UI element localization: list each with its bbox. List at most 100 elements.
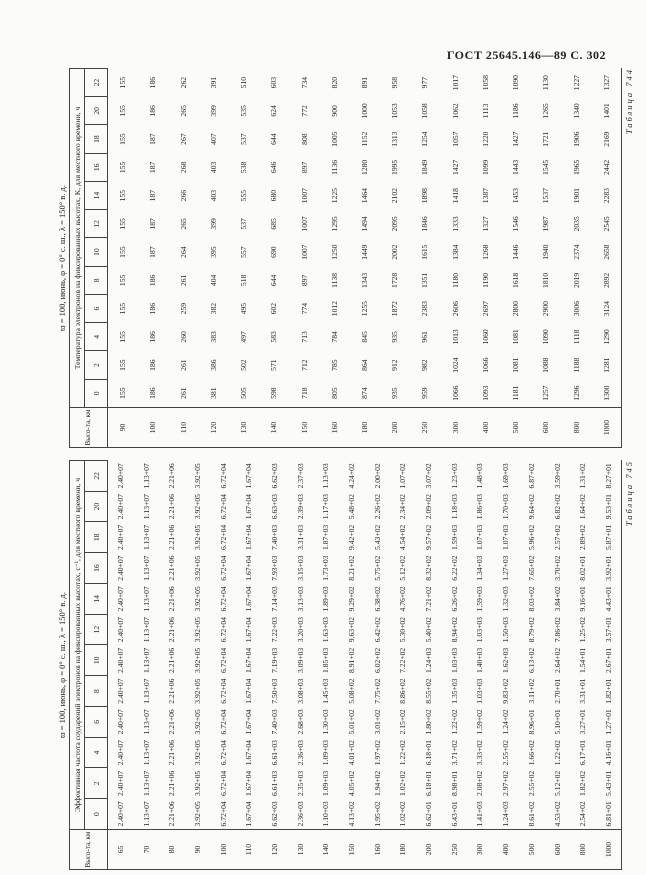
value-cell: 2.26+02 bbox=[372, 494, 382, 520]
height-cell: 100 bbox=[210, 829, 236, 870]
value-cell: 6.72+04 bbox=[218, 463, 228, 489]
value-cell: 2.40+07 bbox=[116, 709, 126, 735]
value-cell: 3.71+02 bbox=[449, 740, 459, 766]
value-cell: 1.63+03 bbox=[321, 617, 331, 643]
value-cell: 2.21+06 bbox=[167, 586, 177, 612]
hour-header: 0 bbox=[84, 798, 108, 830]
data-row: 250 959 982 961 2383 1351 1615 1846 1898 1849 1254… bbox=[409, 69, 441, 448]
value-cell: 1.67+04 bbox=[244, 709, 254, 735]
value-cell: 187 bbox=[148, 189, 158, 202]
value-cell: 3.01+02 bbox=[372, 709, 382, 735]
value-cell: 1181 bbox=[511, 385, 521, 401]
value-cell: 403 bbox=[208, 189, 218, 202]
value-cell: 1.24+03 bbox=[424, 647, 434, 673]
value-cell: 1.27+01 bbox=[595, 706, 622, 738]
value-cell: 261 bbox=[178, 387, 188, 399]
value-cell: 1007 bbox=[299, 216, 309, 232]
value-cell: 1418 bbox=[450, 188, 460, 204]
value-cell: 3.13+03 bbox=[295, 586, 305, 612]
value-cell: 1017 bbox=[450, 75, 460, 91]
hour-header: 4 bbox=[84, 737, 108, 768]
value-cell: 5.10+01 bbox=[552, 709, 562, 735]
value-cell: 155 bbox=[118, 359, 128, 371]
value-cell: 3.20+03 bbox=[295, 617, 305, 643]
value-cell: 2.55+02 bbox=[526, 770, 536, 796]
value-cell: 186 bbox=[148, 76, 158, 89]
value-cell: 4.16+01 bbox=[595, 737, 622, 768]
value-cell: 2283 bbox=[591, 181, 622, 210]
value-cell: 874 bbox=[359, 387, 369, 399]
value-cell: 155 bbox=[118, 387, 128, 399]
value-cell: 1.13+07 bbox=[141, 555, 151, 581]
value-cell: 1.70+03 bbox=[501, 494, 511, 520]
value-cell: 2545 bbox=[591, 209, 622, 238]
height-cell: 180 bbox=[390, 829, 416, 870]
value-cell: 5.43+01 bbox=[595, 768, 622, 799]
value-cell: 1446 bbox=[511, 244, 521, 260]
value-cell: 644 bbox=[269, 274, 279, 287]
value-cell: 155 bbox=[118, 246, 128, 258]
value-cell: 9.53+01 bbox=[595, 491, 622, 522]
value-cell: 1313 bbox=[390, 131, 400, 147]
value-cell: 155 bbox=[118, 161, 128, 174]
value-cell: 2.21+06 bbox=[167, 801, 177, 827]
value-cell: 9.42+02 bbox=[347, 524, 357, 550]
value-cell: 1.54+01 bbox=[578, 647, 588, 673]
value-cell: 2.54+02 bbox=[578, 801, 588, 827]
value-cell: 6.72+04 bbox=[218, 709, 228, 735]
data-row: 110 261 261 260 259 261 264 265 266 268 267 265 262 bbox=[167, 69, 199, 448]
value-cell: 155 bbox=[118, 76, 128, 89]
height-cell: 800 bbox=[569, 829, 596, 870]
value-cell: 6.72+04 bbox=[218, 524, 228, 550]
value-cell: 259 bbox=[178, 302, 188, 315]
value-cell: 155 bbox=[118, 331, 128, 343]
hour-header: 10 bbox=[84, 645, 108, 676]
value-cell: 399 bbox=[208, 105, 218, 117]
height-cell: 250 bbox=[409, 407, 441, 448]
value-cell: 1940 bbox=[541, 244, 551, 260]
value-cell: 1007 bbox=[299, 188, 309, 204]
value-cell: 6.42+02 bbox=[372, 617, 382, 643]
value-cell: 3.09+03 bbox=[295, 647, 305, 673]
value-cell: 718 bbox=[299, 387, 309, 399]
data-table: Высо-та, км Температура электронов на фик… bbox=[69, 68, 622, 448]
value-cell: 1906 bbox=[571, 131, 581, 147]
height-cell: 90 bbox=[184, 829, 211, 870]
value-cell: 2.40+07 bbox=[116, 555, 126, 581]
value-cell: 1.22+02 bbox=[552, 740, 562, 766]
value-cell: 6.13+02 bbox=[526, 647, 536, 673]
value-cell: 1.64+02 bbox=[578, 494, 588, 520]
value-cell: 4.43+01 bbox=[595, 583, 622, 615]
data-row: 110 1.67+04 1.67+04 1.67+04 1.67+04 1.67+04 1.… bbox=[235, 461, 262, 870]
value-cell: 1.13+07 bbox=[141, 586, 151, 612]
table-caption: Таблица 744 bbox=[623, 68, 634, 135]
data-row: 800 1296 1188 1118 3006 2019 2374 2035 1901 1965 1… bbox=[561, 69, 592, 448]
value-cell: 1427 bbox=[450, 159, 460, 175]
value-cell: 260 bbox=[178, 331, 188, 343]
height-cell: 160 bbox=[364, 829, 391, 870]
value-cell: 6.72+04 bbox=[218, 494, 228, 520]
value-cell: 1965 bbox=[571, 159, 581, 175]
value-cell: 598 bbox=[269, 387, 279, 399]
value-cell: 3.31+01 bbox=[578, 678, 588, 704]
value-cell: 1099 bbox=[480, 159, 490, 175]
value-cell: 2.08+02 bbox=[475, 770, 485, 796]
value-cell: 7.65+02 bbox=[526, 555, 536, 581]
data-row: 120 381 386 383 382 404 395 399 403 403 407 399 391 bbox=[198, 69, 229, 448]
value-cell: 1.97+02 bbox=[372, 740, 382, 766]
value-cell: 2.21+06 bbox=[167, 709, 177, 735]
data-row: 130 2.36+03 2.35+03 2.36+03 2.68+03 3.08+03 3.… bbox=[287, 461, 313, 870]
hour-header: 12 bbox=[84, 209, 108, 238]
value-cell: 935 bbox=[390, 387, 400, 399]
value-cell: 4.13+02 bbox=[347, 801, 357, 827]
value-cell: 1024 bbox=[450, 357, 460, 373]
value-cell: 266 bbox=[178, 189, 188, 202]
height-cell: 160 bbox=[319, 407, 350, 448]
value-cell: 644 bbox=[269, 133, 279, 145]
header-row: 0 2 4 6 8 10 12 14 16 18 20 22 bbox=[84, 460, 108, 870]
value-cell: 1.13+07 bbox=[141, 770, 151, 796]
value-cell: 187 bbox=[148, 218, 158, 230]
value-cell: 1.30+03 bbox=[321, 709, 331, 735]
hour-header: 16 bbox=[84, 552, 108, 584]
